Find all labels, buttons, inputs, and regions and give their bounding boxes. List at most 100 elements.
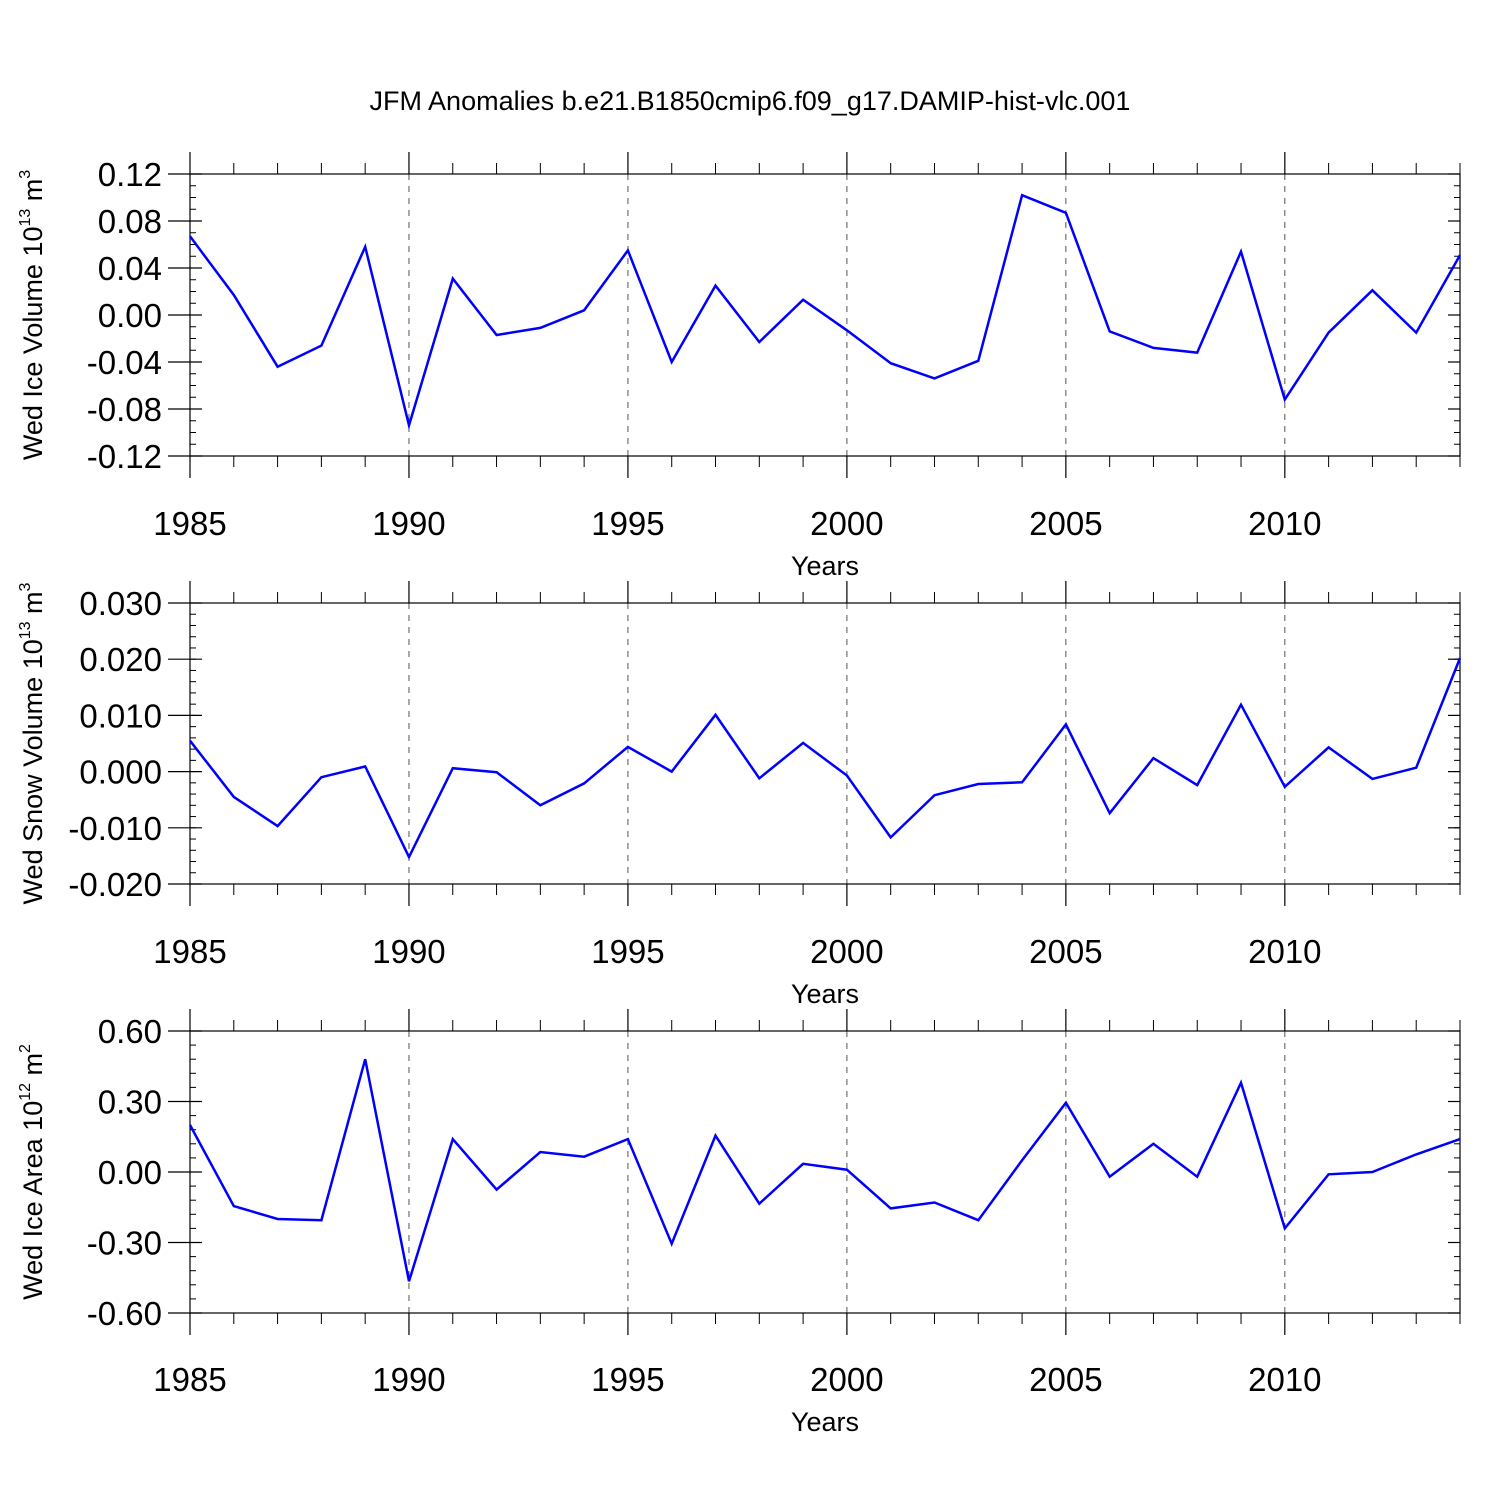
- data-point: [188, 1123, 192, 1127]
- x-tick-label: 1985: [153, 505, 226, 542]
- data-point: [801, 1162, 805, 1166]
- y-tick-label: -0.010: [68, 810, 162, 847]
- data-point: [232, 1204, 236, 1208]
- chart-panel-1: -0.12 -0.08 -0.04 0.00 0.04 0.08 0.12 1985 1990 1…: [17, 152, 1462, 581]
- data-point: [932, 376, 936, 380]
- data-point: [582, 781, 586, 785]
- y-axis-label: Wed Ice Area 1012 m2: [17, 1044, 48, 1300]
- y-tick-label: -0.04: [87, 344, 162, 381]
- y-axis-label-text: Wed Ice Volume 10: [18, 227, 48, 461]
- data-point: [1414, 1152, 1418, 1156]
- data-point: [1458, 253, 1462, 257]
- y-axis-label-unit-exponent: 3: [17, 170, 34, 179]
- x-tick-label: 2010: [1248, 933, 1321, 970]
- x-tick-label: 2010: [1248, 1361, 1321, 1398]
- data-point: [1370, 777, 1374, 781]
- data-point: [276, 824, 280, 828]
- y-tick-label: -0.12: [87, 438, 162, 475]
- data-point: [1151, 1142, 1155, 1146]
- x-tick-label: 2005: [1029, 1361, 1102, 1398]
- x-tick-label: 1985: [153, 933, 226, 970]
- series-line: [188, 1058, 1461, 1282]
- y-tick-label: 0.08: [98, 203, 162, 240]
- data-point: [232, 293, 236, 297]
- data-point: [495, 1188, 499, 1192]
- y-tick-label: -0.08: [87, 391, 162, 428]
- data-point: [626, 745, 630, 749]
- data-point: [976, 782, 980, 786]
- x-tick-label: 2005: [1029, 933, 1102, 970]
- y-axis-label-exponent: 13: [17, 209, 34, 227]
- data-point: [188, 739, 192, 743]
- y-tick-label: 0.30: [98, 1084, 162, 1121]
- data-point: [407, 855, 411, 859]
- y-tick-label: -0.30: [87, 1225, 162, 1262]
- data-point: [1108, 329, 1112, 333]
- y-tick-label: 0.12: [98, 156, 162, 193]
- y-tick-label: 0.030: [79, 585, 162, 622]
- data-point: [1108, 811, 1112, 815]
- data-point: [538, 326, 542, 330]
- data-point: [626, 1137, 630, 1141]
- data-point: [495, 770, 499, 774]
- x-tick-label: 1995: [591, 505, 664, 542]
- data-point: [1064, 211, 1068, 215]
- data-point: [845, 774, 849, 778]
- data-point: [1020, 780, 1024, 784]
- data-point: [626, 248, 630, 252]
- y-axis-label: Wed Ice Volume 1013 m3: [17, 170, 48, 460]
- data-point: [1108, 1175, 1112, 1179]
- plot-frame: [189, 1030, 1461, 1314]
- y-axis-label-unit-exponent: 3: [17, 582, 34, 591]
- data-point: [1020, 1158, 1024, 1162]
- series-line: [189, 657, 1462, 860]
- y-axis-label-exponent: 12: [17, 1083, 34, 1101]
- x-tick-label: 2000: [810, 1361, 883, 1398]
- x-tick-label: 1990: [372, 1361, 445, 1398]
- y-axis-label-unit-exponent: 2: [17, 1044, 34, 1053]
- data-point: [889, 361, 893, 365]
- data-point: [670, 360, 674, 364]
- x-axis-label: Years: [791, 551, 859, 581]
- x-tick-label: 2010: [1248, 505, 1321, 542]
- data-point: [1195, 783, 1199, 787]
- y-tick-label: -0.60: [87, 1295, 162, 1332]
- data-point: [1239, 1081, 1243, 1085]
- data-point: [714, 713, 718, 717]
- data-point: [1414, 766, 1418, 770]
- data-point: [714, 284, 718, 288]
- x-tick-label: 1990: [372, 933, 445, 970]
- data-point: [451, 277, 455, 281]
- x-axis-label: Years: [791, 979, 859, 1009]
- data-point: [1370, 1170, 1374, 1174]
- data-point: [1064, 722, 1068, 726]
- data-point: [714, 1134, 718, 1138]
- data-point: [801, 741, 805, 745]
- data-point: [1327, 331, 1331, 335]
- data-point: [976, 359, 980, 363]
- y-axis-label: Wed Snow Volume 1013 m3: [17, 582, 48, 904]
- data-point: [1151, 756, 1155, 760]
- data-point: [1151, 346, 1155, 350]
- data-point: [670, 770, 674, 774]
- y-axis-label-unit: m: [18, 591, 48, 621]
- x-tick-label: 1990: [372, 505, 445, 542]
- y-tick-label: 0.010: [79, 697, 162, 734]
- data-point: [407, 423, 411, 427]
- data-point: [670, 1242, 674, 1246]
- data-point: [1370, 288, 1374, 292]
- data-point: [1327, 1172, 1331, 1176]
- data-point: [845, 1168, 849, 1172]
- data-point: [889, 835, 893, 839]
- y-axis-label-text: Wed Ice Area 10: [18, 1101, 48, 1300]
- data-point: [932, 793, 936, 797]
- data-point: [451, 1137, 455, 1141]
- data-point: [538, 803, 542, 807]
- data-point: [363, 765, 367, 769]
- chart-panel-2: -0.020 -0.010 0.000 0.010 0.020 0.030 1985 1990…: [17, 581, 1462, 1009]
- data-point: [451, 766, 455, 770]
- plot-frame: [189, 602, 1461, 885]
- panels: -0.12 -0.08 -0.04 0.00 0.04 0.08 0.12 1985 1990 1…: [17, 152, 1462, 1437]
- data-point: [757, 340, 761, 344]
